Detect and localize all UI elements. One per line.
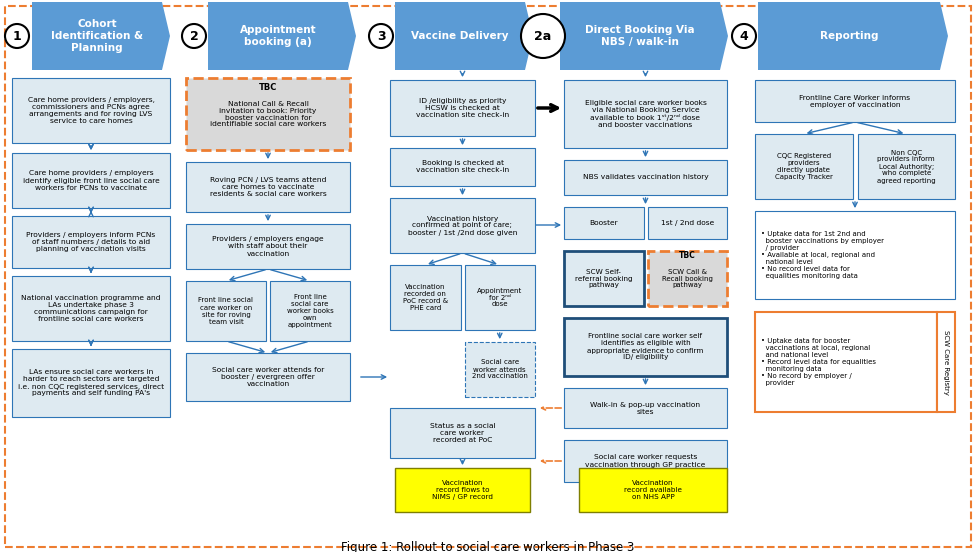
- Text: CQC Registered
providers
directly update
Capacity Tracker: CQC Registered providers directly update…: [775, 153, 833, 180]
- Text: Front line social
care worker on
site for roving
team visit: Front line social care worker on site fo…: [198, 298, 254, 325]
- Bar: [270, 281, 350, 341]
- Bar: [564, 251, 643, 306]
- Circle shape: [521, 14, 565, 58]
- Polygon shape: [758, 2, 948, 70]
- Text: TBC: TBC: [679, 251, 696, 259]
- Text: Vaccination
recorded on
PoC record &
PHE card: Vaccination recorded on PoC record & PHE…: [403, 284, 448, 311]
- Text: Care home providers / employers,
commissioners and PCNs agree
arrangements and f: Care home providers / employers, commiss…: [27, 97, 154, 124]
- Circle shape: [5, 24, 29, 48]
- Polygon shape: [560, 2, 728, 70]
- Bar: [465, 265, 535, 330]
- Bar: [579, 468, 727, 512]
- Text: 2: 2: [189, 29, 198, 43]
- Bar: [937, 312, 955, 412]
- Bar: [12, 276, 170, 341]
- Text: Eligible social care worker books
via National Booking Service
available to book: Eligible social care worker books via Na…: [585, 100, 707, 128]
- Bar: [564, 80, 727, 148]
- Text: Care home providers / employers
identify eligible front line social care
workers: Care home providers / employers identify…: [22, 171, 159, 190]
- Text: Vaccination
record available
on NHS APP: Vaccination record available on NHS APP: [624, 480, 682, 500]
- Bar: [186, 224, 350, 269]
- Text: Cohort
Identification &
Planning: Cohort Identification & Planning: [51, 19, 143, 52]
- Text: 3: 3: [377, 29, 386, 43]
- Text: Frontline Care Worker informs
employer of vaccination: Frontline Care Worker informs employer o…: [799, 94, 911, 108]
- Bar: [395, 468, 530, 512]
- Text: National Call & Recall
invitation to book: Priority
booster vaccination for
iden: National Call & Recall invitation to boo…: [210, 100, 326, 128]
- Text: ID /eligibility as priority
HCSW is checked at
vaccination site check-in: ID /eligibility as priority HCSW is chec…: [416, 98, 509, 118]
- Text: Booster: Booster: [590, 220, 618, 226]
- Text: Frontline social care worker self
identifies as eligible with
appropriate eviden: Frontline social care worker self identi…: [588, 333, 704, 360]
- Bar: [186, 162, 350, 212]
- Text: TBC: TBC: [259, 82, 277, 92]
- Text: Providers / employers engage
with staff about their
vaccination: Providers / employers engage with staff …: [212, 236, 324, 257]
- Text: Front line
social care
worker books
own
appointment: Front line social care worker books own …: [287, 294, 334, 328]
- Text: NBS validates vaccination history: NBS validates vaccination history: [583, 174, 709, 181]
- Polygon shape: [32, 2, 170, 70]
- Polygon shape: [208, 2, 356, 70]
- Bar: [755, 211, 955, 299]
- Bar: [186, 353, 350, 401]
- Text: 2a: 2a: [535, 29, 551, 43]
- Circle shape: [182, 24, 206, 48]
- Bar: [465, 342, 535, 397]
- Bar: [858, 134, 955, 199]
- Text: Direct Booking Via
NBS / walk-in: Direct Booking Via NBS / walk-in: [586, 25, 695, 47]
- Bar: [390, 80, 535, 136]
- Bar: [390, 265, 461, 330]
- Bar: [390, 198, 535, 253]
- Bar: [390, 408, 535, 458]
- Circle shape: [732, 24, 756, 48]
- Text: LAs ensure social care workers in
harder to reach sectors are targeted
i.e. non : LAs ensure social care workers in harder…: [18, 369, 164, 396]
- Bar: [12, 349, 170, 417]
- Text: Social care
worker attends
2nd vaccination: Social care worker attends 2nd vaccinati…: [471, 359, 528, 380]
- Text: 4: 4: [740, 29, 749, 43]
- Text: Vaccine Delivery: Vaccine Delivery: [411, 31, 508, 41]
- Text: Social care worker attends for
booster / evergreen offer
vaccination: Social care worker attends for booster /…: [212, 367, 324, 387]
- Text: Booking is checked at
vaccination site check-in: Booking is checked at vaccination site c…: [416, 161, 509, 173]
- Text: Vaccination history
confirmed at point of care;
booster / 1st /2nd dose given: Vaccination history confirmed at point o…: [408, 215, 517, 236]
- Text: Roving PCN / LVS teams attend
care homes to vaccinate
residents & social care wo: Roving PCN / LVS teams attend care homes…: [210, 177, 326, 197]
- Text: 1: 1: [13, 29, 21, 43]
- Bar: [647, 207, 727, 239]
- Bar: [755, 134, 852, 199]
- Circle shape: [369, 24, 393, 48]
- Text: Status as a social
care worker
recorded at PoC: Status as a social care worker recorded …: [429, 423, 495, 443]
- Text: 1st / 2nd dose: 1st / 2nd dose: [661, 220, 713, 226]
- Bar: [186, 78, 350, 150]
- Bar: [390, 148, 535, 186]
- Bar: [564, 318, 727, 376]
- Bar: [755, 312, 937, 412]
- Bar: [12, 153, 170, 208]
- Text: Providers / employers inform PCNs
of staff numbers / details to aid
planning of : Providers / employers inform PCNs of sta…: [26, 232, 155, 252]
- Text: Reporting: Reporting: [820, 31, 878, 41]
- Text: Figure 1: Rollout to social care workers in Phase 3: Figure 1: Rollout to social care workers…: [342, 542, 634, 552]
- Bar: [564, 440, 727, 482]
- Bar: [564, 160, 727, 195]
- Text: • Uptake data for booster
  vaccinations at local, regional
  and national level: • Uptake data for booster vaccinations a…: [761, 338, 876, 386]
- Polygon shape: [395, 2, 533, 70]
- Bar: [564, 388, 727, 428]
- Bar: [186, 281, 266, 341]
- Text: SCW Call &
Recall booking
pathway: SCW Call & Recall booking pathway: [662, 268, 712, 289]
- Bar: [647, 251, 727, 306]
- Text: National vaccination programme and
LAs undertake phase 3
communications campaign: National vaccination programme and LAs u…: [21, 295, 161, 322]
- Bar: [564, 207, 643, 239]
- Bar: [12, 78, 170, 143]
- Text: • Uptake data for 1st 2nd and
  booster vaccinations by employer
  / provider
• : • Uptake data for 1st 2nd and booster va…: [761, 231, 884, 279]
- Bar: [755, 80, 955, 122]
- Bar: [12, 216, 170, 268]
- Text: Social care worker requests
vaccination through GP practice: Social care worker requests vaccination …: [586, 454, 706, 468]
- Text: SCW Care Registry: SCW Care Registry: [943, 330, 949, 395]
- Text: Vaccination
record flows to
NIMS / GP record: Vaccination record flows to NIMS / GP re…: [432, 480, 493, 500]
- Text: SCW Self-
referral booking
pathway: SCW Self- referral booking pathway: [575, 268, 632, 289]
- Text: Appointment
for 2ⁿᵈ
dose: Appointment for 2ⁿᵈ dose: [477, 288, 522, 307]
- Text: Appointment
booking (a): Appointment booking (a): [240, 25, 316, 47]
- Text: Walk-in & pop-up vaccination
sites: Walk-in & pop-up vaccination sites: [590, 401, 701, 415]
- Text: Non CQC
providers inform
Local Authority;
who complete
agreed reporting: Non CQC providers inform Local Authority…: [877, 150, 936, 183]
